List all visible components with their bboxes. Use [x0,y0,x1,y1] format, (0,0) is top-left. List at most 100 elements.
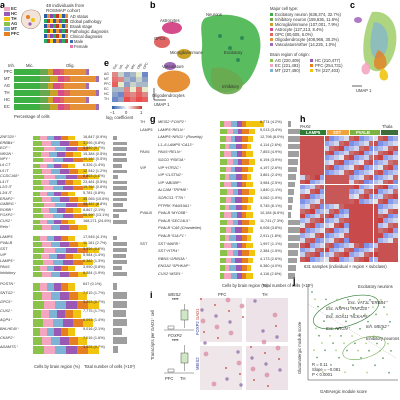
e-heat-cell [142,82,148,87]
g-bar-seg [235,136,242,142]
j-point [332,342,334,344]
inh-bar-seg [61,235,68,241]
micrograph-pfc-top [200,298,242,342]
glia-bar-seg [51,336,60,345]
h-heat-cell [358,257,364,263]
g-total-bar [288,204,292,211]
stained-cell [264,352,266,354]
legend-braak: Braak stage [70,24,93,29]
h-gene-label: PAX6 [300,124,311,129]
h-heat-cell [300,194,305,200]
exc-total-bar [113,136,117,140]
stain-foxp2: FOXP2 [195,321,200,335]
glia-bar-seg [57,309,65,318]
g-group-label: VIP [140,165,147,170]
e-heat-cell [118,92,124,97]
comp-segment [53,97,60,103]
g-row-label: PVALB⁺CA8 (Chandelier) [158,226,202,231]
j-point [387,342,389,345]
exc-bar-seg [88,174,99,180]
inh-bar-seg [40,235,47,241]
exc-bar-seg [51,225,60,230]
g-row-label: VIP⁺ABI3BP⁺ [158,180,182,185]
metadata-cell [50,24,53,28]
exc-bar-seg [83,185,93,191]
glia-bar-seg [40,282,47,291]
exc-bar-seg [63,185,73,191]
comp-segment [39,69,49,75]
g-bar-seg [246,151,253,157]
h-heat-cell [373,247,379,253]
exc-bar-seg [40,163,47,169]
exc-bar-seg [78,197,87,202]
h-heat-cell [314,237,320,243]
g-bar-seg [237,121,242,127]
comp-segment [86,97,90,103]
h-heat-cell [319,169,325,175]
exc-total-bar [113,186,127,190]
h-heat-cell [309,228,315,233]
h-heat-cell [383,136,389,141]
e-tick-max: 1 [140,110,143,115]
g-bar-seg [231,257,235,264]
stained-cell [242,316,244,318]
h-heat-cell [339,247,345,253]
exc-bar-seg [63,213,73,219]
glia-bar-seg [69,291,78,300]
inh-total: 17,945 (4.1%) [83,235,107,239]
h-heat-cell [358,184,364,190]
cohort-sub: ROSMAP cohort [46,8,80,13]
region-label-mt: MT [11,26,18,31]
h-heat-cell [319,228,325,233]
metadata-cell [53,19,56,23]
e-heat-cell [136,97,142,102]
h-heat-cell [363,237,369,243]
e-heat-cell [142,92,148,97]
comp-segment [39,83,49,89]
g-bar-seg [231,227,235,233]
g-bar-seg [247,143,251,150]
h-heat-cell [363,247,369,253]
exc-total: 15,384 (0.5%) [83,151,107,156]
exc-bar-seg [41,180,49,185]
inh-bar-seg [61,265,68,271]
metadata-cell [56,19,59,23]
g-bar-seg [227,250,233,256]
h-heat-cell [368,150,374,156]
g-total-bar [288,235,300,241]
h-heat-cell [300,179,305,185]
h-heat-cell [358,237,364,243]
legend-male: Male [74,39,84,44]
h-heat-cell [378,257,384,263]
region-origin-title: Brain region of origin: [270,52,310,57]
exc-bar-seg [33,169,42,174]
metadata-cell [53,29,56,33]
comp-segment [50,104,58,110]
glia-bar-seg [68,282,75,291]
g-bar-seg [220,197,226,203]
stained-cell [200,308,204,312]
g-row-label: LAMP5⁺NRG1⁺ (Rosehip) [158,135,203,140]
h-heat-cell [319,184,325,190]
h-heat-cell [304,189,310,195]
h-heat-cell [304,145,310,151]
h-heat-cell [324,179,330,185]
e-heat-cell [112,77,118,82]
region-swatch [270,69,273,72]
h-heat-cell [339,189,345,195]
h-heat-cell [358,179,364,185]
h-heat-cell [353,174,359,180]
h-heat-cell [349,228,354,233]
exc-bar-seg [66,202,77,208]
h-heat-cell [309,208,315,214]
h-heat-cell [339,136,345,141]
h-heat-cell [334,237,340,243]
exc-bar-seg [61,163,68,169]
h-heat-cell [300,155,305,161]
h-heat-cell [388,203,394,209]
exc-bar-seg [44,174,55,180]
exc-bar-seg [73,213,83,219]
h-heat-cell [383,223,389,229]
comp-segment [53,69,60,75]
inh-bar-seg [55,247,66,253]
